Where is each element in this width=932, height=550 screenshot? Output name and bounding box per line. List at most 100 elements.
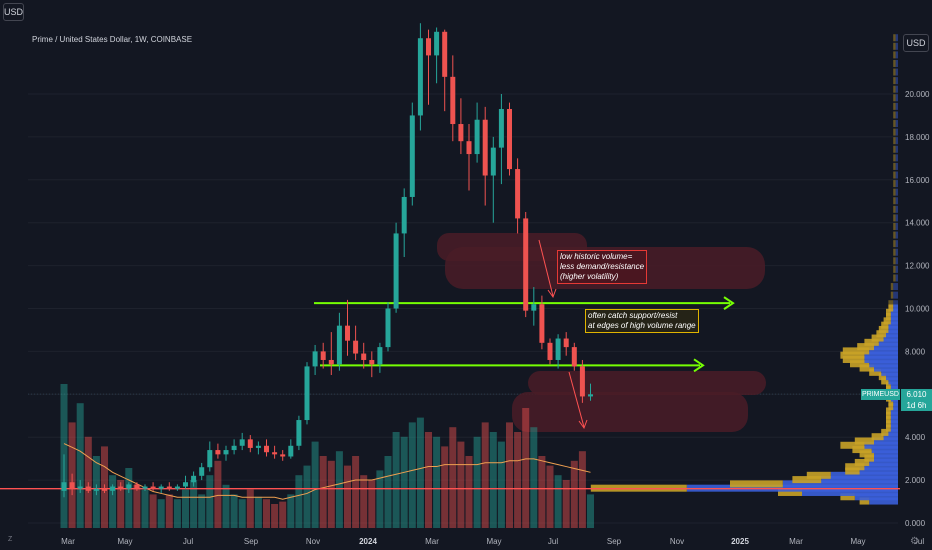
candle-body — [174, 486, 180, 489]
profile-row-volume — [895, 77, 898, 85]
profile-row-volume — [895, 257, 898, 265]
profile-row-volume — [895, 171, 898, 179]
time-tick-label: May — [486, 537, 501, 546]
profile-row-volume — [869, 458, 898, 466]
axis-currency-button[interactable]: USD — [903, 34, 929, 52]
bar-countdown: 1d 6h — [906, 401, 927, 410]
profile-row-volume — [895, 59, 898, 67]
volume-bar — [279, 501, 287, 528]
candle-body — [142, 486, 148, 489]
candles — [61, 23, 593, 498]
profile-row-volume — [893, 162, 896, 170]
profile-row-volume — [895, 197, 898, 205]
annotation-line: (higher volatility) — [560, 272, 619, 281]
profile-row-volume — [893, 154, 896, 162]
profile-row-volume — [895, 51, 898, 59]
profile-row-volume — [864, 351, 898, 359]
time-axis[interactable]: Mar May Jul Sep Nov 2024 Mar May Jul Sep Nov 2025 Ma… — [61, 537, 924, 546]
profile-row-volume — [895, 85, 898, 93]
profile-row-volume — [893, 137, 896, 145]
volume-bar — [441, 446, 449, 528]
profile-row-volume — [886, 313, 891, 321]
time-tick-label: Mar — [425, 537, 439, 546]
profile-row-volume — [893, 398, 898, 406]
profile-row-volume — [895, 214, 898, 222]
arrow-head-icon — [578, 419, 588, 430]
profile-row-volume — [857, 343, 874, 351]
profile-row-volume — [895, 180, 898, 188]
profile-row-volume — [878, 373, 886, 381]
profile-row-volume — [874, 450, 898, 458]
candle-body — [239, 439, 245, 446]
profile-row-volume — [893, 120, 896, 128]
profile-row-volume — [888, 377, 898, 385]
profile-row-volume — [792, 476, 822, 484]
profile-row-volume — [893, 42, 896, 50]
volume-bar — [538, 456, 546, 528]
profile-row-volume — [893, 214, 896, 222]
candle-body — [304, 366, 310, 421]
timezone-label[interactable]: Z — [8, 536, 13, 543]
volume-bar — [165, 494, 173, 528]
volume-bar — [530, 427, 538, 528]
profile-row-volume — [895, 128, 898, 136]
price-tick-label: 14.000 — [905, 219, 930, 228]
gear-icon[interactable]: ⚙ — [910, 536, 919, 547]
price-axis[interactable]: 20.000 18.000 16.000 14.000 12.000 10.000 8.00… — [905, 90, 930, 528]
volume-bar — [214, 460, 222, 528]
annotation-line: less demand/resistance — [560, 262, 645, 271]
volume-bar — [303, 465, 311, 528]
current-price-label: 6.010 1d 6h — [901, 389, 932, 411]
candle-body — [223, 450, 229, 455]
profile-row-volume — [888, 403, 894, 411]
candle-body — [507, 109, 512, 170]
profile-row-volume — [881, 321, 889, 329]
low-volume-zone — [528, 371, 766, 395]
volume-bar — [157, 499, 165, 528]
profile-row-volume — [859, 497, 870, 505]
profile-row-volume — [890, 407, 898, 415]
profile-row-volume — [893, 274, 896, 282]
time-tick-label: Jul — [183, 537, 193, 546]
profile-row-volume — [782, 480, 898, 488]
price-tick-label: 4.000 — [905, 433, 926, 442]
candle-body — [547, 342, 553, 360]
symbol-legend[interactable]: Prime / United States Dollar, 1W, COINBA… — [32, 35, 193, 44]
volume-bar — [457, 441, 465, 528]
candle-body — [255, 445, 261, 448]
candle-body — [102, 488, 107, 491]
volume-bar — [570, 460, 578, 528]
candle-body — [393, 233, 399, 309]
volume-bar — [271, 504, 279, 528]
profile-row-volume — [895, 231, 898, 239]
profile-row-volume — [806, 471, 831, 479]
profile-row-volume — [869, 368, 882, 376]
profile-row-volume — [845, 467, 860, 475]
profile-row-volume — [886, 330, 898, 338]
profile-row-volume — [864, 441, 898, 449]
profile-row-volume — [893, 59, 896, 67]
candle-body — [272, 452, 278, 455]
profile-row-volume — [893, 265, 896, 273]
profile-row-volume — [886, 420, 891, 428]
volume-bar — [206, 475, 214, 528]
low-volume-zone — [512, 392, 748, 432]
profile-row-volume — [850, 360, 870, 368]
annotation-low-volume[interactable]: low historic volume= less demand/resista… — [557, 250, 648, 284]
candle-body — [345, 325, 350, 341]
arrow-head-icon — [723, 296, 735, 310]
candle-body — [417, 38, 423, 116]
volume-bar — [433, 436, 441, 528]
candle-body — [150, 486, 156, 489]
annotation-support-resist[interactable]: often catch support/resist at edges of h… — [585, 309, 699, 333]
profile-row-volume — [878, 338, 898, 346]
time-tick-label: Mar — [61, 537, 75, 546]
volume-bar — [449, 427, 457, 528]
currency-button[interactable]: USD — [3, 3, 24, 21]
profile-row-volume — [874, 437, 898, 445]
annotation-line: often catch support/resist — [588, 311, 678, 320]
volume-bar — [190, 480, 198, 528]
profile-row-volume — [854, 493, 898, 501]
candle-body — [207, 450, 213, 468]
